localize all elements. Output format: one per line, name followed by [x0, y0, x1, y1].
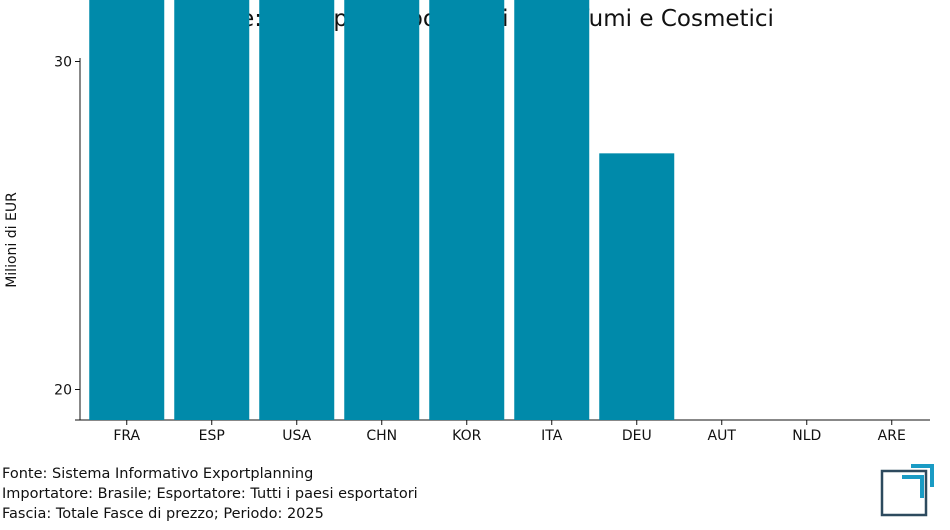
y-axis-label: Milioni di EUR [4, 192, 20, 288]
exportplanning-logo-icon [880, 464, 934, 517]
x-tick-label: KOR [452, 428, 481, 444]
x-tick-label: ESP [199, 428, 225, 444]
bar-fra [89, 0, 165, 420]
x-tick-label: ITA [541, 428, 563, 444]
x-tick-label: CHN [366, 428, 397, 444]
y-axis-ticks: 2030405060708090100110120 [54, 55, 80, 421]
bar-esp [174, 0, 250, 420]
bar-usa [259, 0, 335, 420]
bar-kor [429, 0, 505, 421]
x-tick-label: USA [282, 428, 311, 444]
bar-ita [514, 0, 590, 421]
x-tick-label: NLD [792, 428, 821, 444]
source-note: Fonte: Sistema Informativo Exportplannin… [2, 466, 314, 482]
importer-note: Importatore: Brasile; Esportatore: Tutti… [2, 486, 418, 502]
y-tick-label: 20 [54, 383, 72, 399]
x-tick-label: AUT [708, 428, 737, 444]
x-axis-ticks: FRA ESP USA CHN KOR ITA DEU AUT NLD ARE [113, 420, 906, 444]
x-tick-label: DEU [622, 428, 652, 444]
range-note: Fascia: Totale Fasce di prezzo; Periodo:… [2, 506, 324, 522]
bar-deu [599, 153, 675, 420]
x-tick-label: FRA [113, 428, 140, 444]
bar-chn [344, 0, 420, 420]
x-tick-label: ARE [878, 428, 906, 444]
chart-bars [89, 0, 675, 421]
bar-chart: 2030405060708090100110120 FRAESPUSACHNKO… [4, 0, 930, 444]
y-tick-label: 30 [54, 55, 72, 71]
chart-footer: Fonte: Sistema Informativo Exportplannin… [2, 464, 418, 524]
